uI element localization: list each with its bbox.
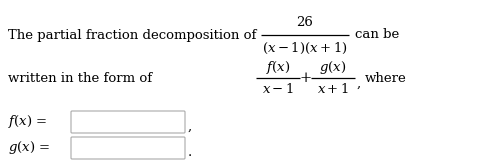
Text: can be: can be — [354, 29, 398, 41]
Text: $x+1$: $x+1$ — [316, 82, 348, 96]
Text: $f(x)$ =: $f(x)$ = — [8, 114, 47, 131]
Text: written in the form of: written in the form of — [8, 72, 152, 85]
Text: .: . — [188, 145, 192, 158]
Text: ,: , — [188, 119, 192, 133]
Text: $x-1$: $x-1$ — [262, 82, 293, 96]
Text: $f(x)$: $f(x)$ — [265, 58, 289, 75]
Text: 26: 26 — [296, 15, 313, 29]
FancyBboxPatch shape — [71, 111, 185, 133]
Text: +: + — [300, 71, 312, 85]
Text: $g(x)$ =: $g(x)$ = — [8, 139, 50, 157]
Text: ,: , — [356, 76, 360, 90]
Text: The partial fraction decomposition of: The partial fraction decomposition of — [8, 29, 256, 41]
Text: $(x-1)(x+1)$: $(x-1)(x+1)$ — [262, 40, 347, 56]
FancyBboxPatch shape — [71, 137, 185, 159]
Text: where: where — [364, 72, 406, 85]
Text: $g(x)$: $g(x)$ — [319, 58, 346, 75]
